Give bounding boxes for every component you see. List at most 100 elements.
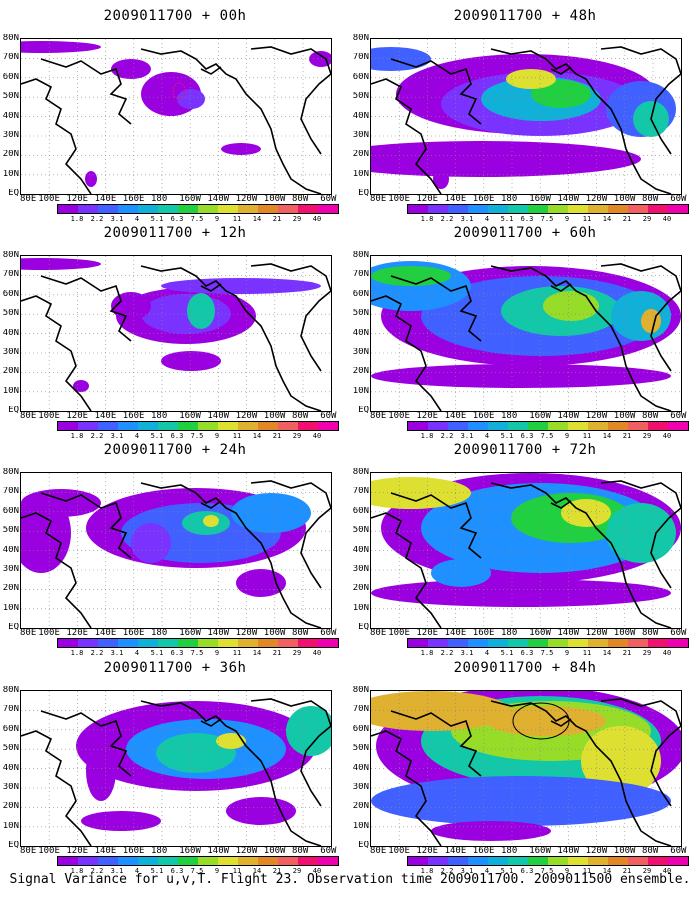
lat-label: 20N — [2, 367, 19, 377]
lon-label: 80E — [20, 846, 37, 856]
lat-label: 50N — [352, 92, 369, 102]
colorbar-tick: 11 — [582, 649, 592, 657]
colorbar-swatch — [58, 205, 78, 213]
colorbar-tick: 3.1 — [110, 649, 124, 657]
lon-label: 160W — [529, 411, 551, 421]
contour-region — [309, 51, 331, 67]
forecast-panel: 2009011700 + 12h 80N 70N 60N 50N 40N 30N 20N 10N… — [0, 225, 339, 440]
lat-label: 60N — [2, 724, 19, 734]
forecast-panel: 2009011700 + 00h 80N 70N 60N 50N 40N 30N 20N 10N… — [0, 8, 339, 223]
colorbar-swatch — [278, 639, 298, 647]
colorbar-swatch — [508, 422, 528, 430]
colorbar-tick: 21 — [622, 649, 632, 657]
lon-label: 180 — [151, 411, 168, 421]
contour-region — [506, 69, 556, 89]
lat-label: 20N — [2, 150, 19, 160]
colorbar-swatch — [238, 422, 258, 430]
colorbar-tick: 3.1 — [110, 432, 124, 440]
contour-region — [21, 489, 101, 517]
colorbar-tick: 14 — [602, 215, 612, 223]
coastline — [550, 500, 572, 509]
colorbar-swatch — [548, 422, 568, 430]
lon-label: 140W — [557, 194, 580, 204]
colorbar-tick: 4 — [134, 867, 140, 875]
colorbar-tick: 40 — [662, 867, 672, 875]
lat-label: 20N — [2, 802, 19, 812]
lat-label: 50N — [352, 309, 369, 319]
colorbar-swatch — [98, 639, 118, 647]
contour-region — [431, 559, 491, 587]
colorbar-swatch — [648, 422, 668, 430]
colorbar-tick: 2.2 — [90, 649, 104, 657]
colorbar-tick: 40 — [312, 649, 322, 657]
colorbar-tick: 2.2 — [440, 215, 454, 223]
lon-label: 80W — [642, 411, 659, 421]
colorbar-swatch — [138, 422, 158, 430]
lat-label: 40N — [352, 111, 369, 121]
contour-region — [286, 706, 331, 756]
lat-label: EQ — [358, 841, 369, 851]
colorbar-tick: 1.8 — [70, 867, 84, 875]
lon-label: 140W — [557, 846, 580, 856]
variance-map — [370, 38, 682, 195]
lat-label: EQ — [8, 623, 19, 633]
lat-label: 80N — [352, 686, 369, 695]
colorbar-swatch — [428, 205, 448, 213]
colorbar-tick: 29 — [292, 432, 302, 440]
colorbar-swatch — [508, 639, 528, 647]
colorbar-swatch — [78, 205, 98, 213]
colorbar-tick: 5.1 — [500, 432, 514, 440]
lon-label: 120W — [585, 846, 608, 856]
contour-region — [226, 797, 296, 825]
colorbar-swatch — [58, 422, 78, 430]
contour-region — [73, 380, 89, 392]
colorbar-tick: 6.3 — [170, 867, 184, 875]
colorbar-swatch — [138, 639, 158, 647]
colorbar-tick: 21 — [272, 432, 282, 440]
coastline — [390, 710, 482, 777]
lon-label: 80W — [292, 846, 309, 856]
colorbar-tick: 6.3 — [170, 649, 184, 657]
colorbar-swatch — [118, 422, 138, 430]
lon-label: 100E — [388, 194, 410, 204]
lon-label: 120W — [235, 411, 258, 421]
lat-label: 80N — [2, 251, 19, 260]
colorbar-tick: 21 — [622, 432, 632, 440]
lat-label: 70N — [2, 487, 19, 497]
colorbar-swatch — [218, 857, 238, 865]
lon-label: 100E — [388, 411, 410, 421]
coastline — [21, 295, 92, 411]
colorbar — [57, 204, 339, 214]
colorbar-swatch — [158, 857, 178, 865]
panel-title: 2009011700 + 72h — [453, 442, 597, 458]
lon-label: 160E — [472, 628, 495, 638]
contour-region — [81, 811, 161, 831]
coastline — [490, 48, 672, 194]
colorbar-swatch — [298, 205, 318, 213]
colorbar-swatch — [178, 422, 198, 430]
colorbar-swatch — [238, 205, 258, 213]
lat-label: 30N — [2, 348, 19, 357]
coastline — [371, 512, 442, 628]
colorbar-tick: 2.2 — [90, 432, 104, 440]
lon-label: 80W — [642, 194, 659, 204]
colorbar-tick: 1.8 — [70, 432, 84, 440]
colorbar — [407, 204, 689, 214]
colorbar-tick: 21 — [622, 215, 632, 223]
colorbar-tick: 5.1 — [150, 215, 164, 223]
colorbar-tick: 9 — [564, 649, 570, 657]
coastline — [140, 265, 322, 411]
lon-label: 140E — [94, 846, 117, 856]
lon-label: 100E — [38, 411, 60, 421]
colorbar-swatch — [98, 857, 118, 865]
forecast-panel: 2009011700 + 36h 80N 70N 60N 50N 40N 30N 20N 10N… — [0, 660, 339, 875]
lon-label: 160W — [179, 194, 201, 204]
colorbar-tick: 5.1 — [150, 649, 164, 657]
colorbar-swatch — [298, 639, 318, 647]
lon-label: 60W — [320, 411, 337, 421]
colorbar-tick: 4 — [484, 649, 490, 657]
colorbar-swatch — [278, 857, 298, 865]
contour-region — [371, 47, 431, 71]
colorbar-tick: 6.3 — [520, 215, 534, 223]
colorbar-swatch — [318, 422, 338, 430]
